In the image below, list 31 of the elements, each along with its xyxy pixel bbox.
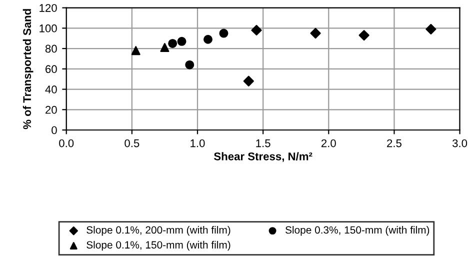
x-tick-label: 2.5	[387, 139, 402, 148]
x-axis-title: Shear Stress, N/m²	[214, 152, 312, 162]
point	[131, 46, 140, 56]
point	[168, 38, 178, 48]
point	[203, 34, 212, 44]
x-tick-label: 1.5	[256, 139, 270, 148]
point	[358, 30, 370, 41]
point	[310, 28, 321, 39]
y-tick-label: 120	[40, 4, 57, 12]
y-tick-label: 80	[45, 44, 57, 53]
y-tick-label: 0	[52, 126, 57, 134]
x-tick-label: 2.0	[321, 139, 336, 148]
point	[185, 60, 194, 70]
x-tick-label: 3.0	[452, 139, 468, 148]
y-axis-title: % of Transported Sand	[22, 9, 34, 130]
point	[219, 28, 228, 38]
point	[160, 43, 170, 52]
legend-label: Slope 0.3%, 150-mm (with film)	[285, 226, 430, 236]
point	[426, 24, 436, 34]
y-tick-label: 100	[40, 24, 57, 32]
x-tick-label: 0.5	[124, 139, 140, 148]
legend-label: Slope 0.1%, 200-mm (with film)	[86, 226, 230, 236]
point	[243, 76, 254, 86]
x-tick-label: 1.0	[190, 139, 205, 148]
y-tick-label: 40	[45, 86, 57, 94]
y-tick-label: 20	[46, 106, 57, 114]
point	[251, 24, 262, 36]
point	[177, 36, 186, 46]
legend-label: Slope 0.1%, 150-mm (with film)	[86, 240, 230, 251]
x-tick-label: 0.0	[59, 139, 74, 148]
y-tick-label: 60	[46, 65, 57, 74]
